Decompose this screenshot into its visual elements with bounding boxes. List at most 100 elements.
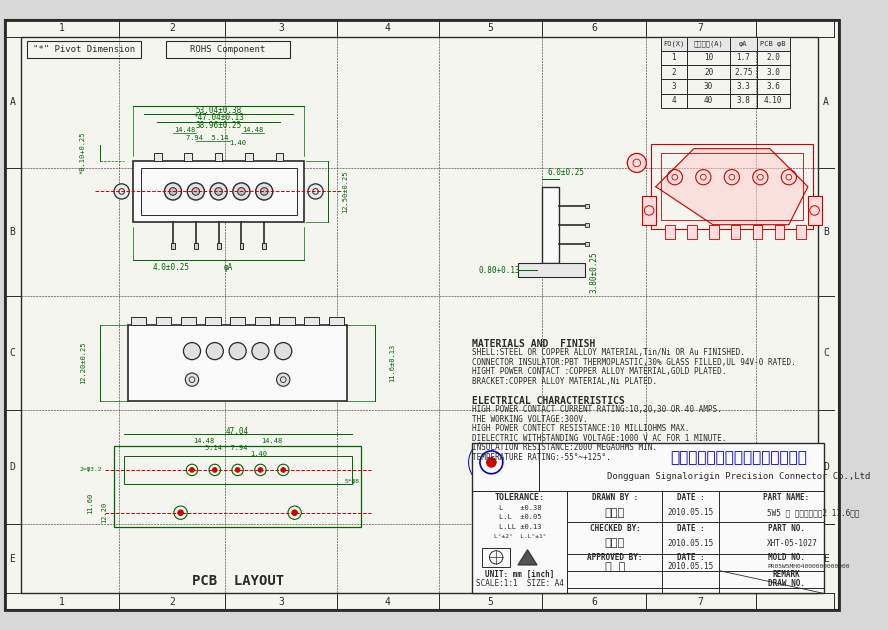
Text: 4.0±0.25: 4.0±0.25 (153, 263, 189, 272)
Bar (709, 225, 718, 239)
Text: CHECKED BY:: CHECKED BY: (590, 524, 640, 534)
Text: 5W5 公 电流弯折式樨2 11.6支架: 5W5 公 电流弯折式樨2 11.6支架 (767, 508, 860, 517)
Text: 14.48: 14.48 (242, 127, 264, 133)
Text: FO(X): FO(X) (663, 40, 685, 47)
Text: BRACKET:COPPER ALLOY MATERIAL,Ni PLATED.: BRACKET:COPPER ALLOY MATERIAL,Ni PLATED. (472, 377, 657, 386)
Bar (651, 144, 813, 229)
Text: L    ±0.38: L ±0.38 (499, 505, 541, 511)
Text: 2.75: 2.75 (734, 67, 752, 77)
Bar (641, 196, 656, 225)
Bar (518, 263, 584, 277)
Text: TEMPERATURE RATING:-55°~+125°.: TEMPERATURE RATING:-55°~+125°. (472, 453, 611, 462)
Text: E: E (10, 554, 15, 564)
Text: 2: 2 (169, 597, 175, 607)
Bar (245, 153, 253, 161)
Circle shape (252, 343, 269, 360)
Text: PCB φB: PCB φB (760, 41, 786, 47)
Bar (731, 225, 741, 239)
Circle shape (178, 510, 184, 515)
Bar (757, 65, 789, 79)
Circle shape (308, 184, 323, 199)
Circle shape (114, 184, 130, 199)
Bar (584, 223, 590, 227)
Text: UNIT: mm [inch]: UNIT: mm [inch] (485, 570, 555, 579)
Circle shape (210, 183, 227, 200)
Bar (166, 42, 289, 59)
Text: L.LL ±0.13: L.LL ±0.13 (499, 524, 541, 530)
Bar (255, 317, 270, 324)
Text: 4.10: 4.10 (764, 96, 782, 105)
Text: 6.0±0.25: 6.0±0.25 (547, 168, 584, 177)
Bar (472, 444, 539, 491)
Bar (730, 37, 757, 51)
Bar (730, 51, 757, 65)
Bar (205, 317, 220, 324)
Text: DATE :: DATE : (678, 493, 705, 502)
Text: SHELL:STEEL OR COPPER ALLOY MATERIAL,Tin/Ni OR Au FINISHED.: SHELL:STEEL OR COPPER ALLOY MATERIAL,Tin… (472, 348, 745, 357)
Text: "*" Pivot Dimension: "*" Pivot Dimension (33, 45, 135, 54)
Bar (661, 154, 803, 220)
Circle shape (187, 183, 204, 200)
Text: 14.48: 14.48 (193, 438, 214, 444)
Circle shape (627, 154, 646, 173)
Text: 胡 超: 胡 超 (605, 562, 625, 572)
Text: 2: 2 (671, 67, 676, 77)
Bar (661, 37, 687, 51)
Bar (482, 548, 511, 567)
Bar (687, 37, 730, 51)
Bar (730, 65, 757, 79)
Bar (687, 225, 697, 239)
Polygon shape (518, 550, 537, 565)
Text: TOLERANCE:: TOLERANCE: (495, 493, 545, 502)
Text: 14.48: 14.48 (174, 127, 195, 133)
Bar (757, 37, 789, 51)
Circle shape (184, 343, 201, 360)
Circle shape (487, 457, 496, 467)
Bar (27, 42, 140, 59)
Text: 12.20: 12.20 (101, 502, 107, 524)
Text: 7: 7 (698, 23, 703, 33)
Bar (774, 225, 784, 239)
Text: THE WORKING VOLTAGE:300V.: THE WORKING VOLTAGE:300V. (472, 415, 588, 424)
Bar (687, 79, 730, 93)
Text: 12.20±0.25: 12.20±0.25 (80, 341, 85, 384)
Circle shape (292, 510, 297, 515)
Text: 1.40: 1.40 (250, 451, 267, 457)
Bar (185, 153, 192, 161)
Bar (171, 243, 175, 249)
Bar (180, 317, 195, 324)
Text: Dongguan Signalorigin Precision Connector Co.,Ltd: Dongguan Signalorigin Precision Connecto… (607, 472, 870, 481)
Bar (661, 79, 687, 93)
Bar (280, 317, 295, 324)
Bar (128, 324, 347, 401)
Circle shape (190, 467, 194, 472)
Text: 2010.05.15: 2010.05.15 (668, 539, 714, 547)
Text: 7.94  5.14: 7.94 5.14 (186, 135, 228, 140)
Circle shape (229, 343, 246, 360)
Text: 4: 4 (671, 96, 676, 105)
Circle shape (274, 343, 292, 360)
Text: PCB  LAYOUT: PCB LAYOUT (192, 574, 283, 588)
Text: 47.04: 47.04 (226, 427, 250, 437)
Text: 2010.05.15: 2010.05.15 (668, 563, 714, 571)
Text: 0.80+0.13: 0.80+0.13 (478, 266, 519, 275)
Text: 3.0: 3.0 (766, 67, 781, 77)
Text: PART NAME:: PART NAME: (763, 493, 809, 502)
Text: 20: 20 (704, 67, 713, 77)
Text: 2=φ3.2: 2=φ3.2 (79, 467, 101, 472)
Bar (472, 491, 567, 593)
Text: PR05W5MH04000000000000: PR05W5MH04000000000000 (767, 564, 850, 570)
Polygon shape (656, 149, 808, 225)
Circle shape (215, 188, 222, 195)
Text: 3.3: 3.3 (736, 82, 750, 91)
Text: 11.6±0.13: 11.6±0.13 (390, 343, 395, 382)
Text: HIGH POWER CONTACT CURRENT RATING:10,20,30 OR 40 AMPS.: HIGH POWER CONTACT CURRENT RATING:10,20,… (472, 405, 722, 415)
Bar (808, 196, 822, 225)
Circle shape (276, 373, 289, 386)
Text: 5: 5 (488, 597, 494, 607)
Text: 1.7: 1.7 (736, 54, 750, 62)
Bar (542, 186, 559, 263)
Bar (757, 51, 789, 65)
Circle shape (281, 467, 286, 472)
Text: CONNECTOR INSULATOR:PBT THERMOPLASTIC,30% GLASS FILLED,UL 94V-0 RATED.: CONNECTOR INSULATOR:PBT THERMOPLASTIC,30… (472, 358, 797, 367)
